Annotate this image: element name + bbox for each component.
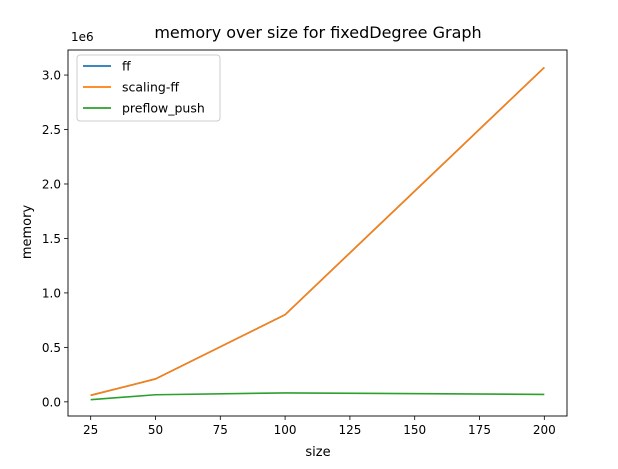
x-tick-label: 150 xyxy=(403,423,426,437)
series-line-preflow_push xyxy=(90,392,545,401)
y-tick-label: 3.0 xyxy=(42,69,61,83)
y-tick-label: 2.0 xyxy=(42,177,61,191)
series-line-scaling-ff xyxy=(90,66,545,397)
y-tick-label: 0.5 xyxy=(42,341,61,355)
y-tick-label: 1.5 xyxy=(42,232,61,246)
legend-label-preflow_push: preflow_push xyxy=(122,101,205,116)
legend-label-ff: ff xyxy=(122,59,131,74)
x-tick-label: 125 xyxy=(338,423,361,437)
y-axis-label: memory xyxy=(20,205,35,260)
axes-frame xyxy=(67,49,568,417)
y-tick-label: 2.5 xyxy=(42,123,61,137)
x-tick-label: 75 xyxy=(213,423,228,437)
x-tick-label: 25 xyxy=(83,423,98,437)
x-tick-label: 50 xyxy=(148,423,163,437)
y-tick-label: 1.0 xyxy=(42,286,61,300)
x-tick-label: 100 xyxy=(274,423,297,437)
x-tick-label: 175 xyxy=(468,423,491,437)
legend-label-scaling-ff: scaling-ff xyxy=(122,80,179,95)
y-tick-label: 0.0 xyxy=(42,395,61,409)
y-offset-label: 1e6 xyxy=(71,30,94,44)
x-tick-label: 200 xyxy=(533,423,556,437)
plot-area: 25 50 75 100 125 150 175 200 0.0 0.5 1.0 1.5 2.0 2.5 3… xyxy=(42,49,568,437)
legend-box xyxy=(76,54,221,122)
legend: ff scaling-ff preflow_push xyxy=(76,54,221,122)
x-axis-label: size xyxy=(305,445,330,460)
chart-title: memory over size for fixedDegree Graph xyxy=(154,23,481,42)
